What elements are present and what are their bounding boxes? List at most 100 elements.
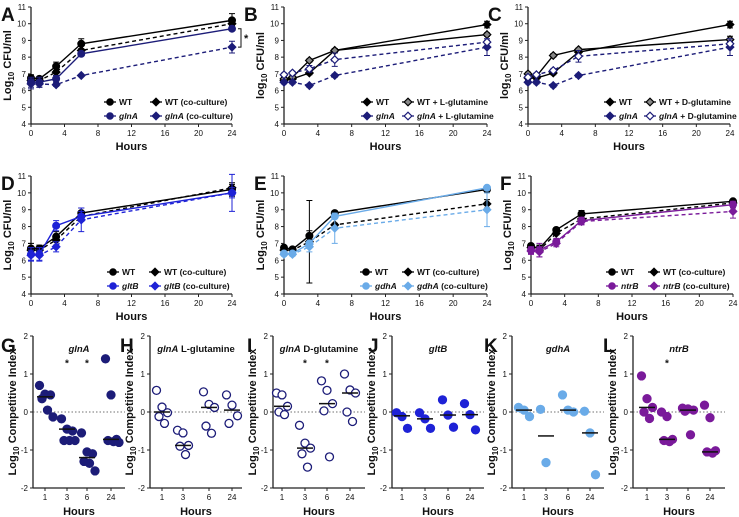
- y-axis-label-part: 10: [7, 71, 16, 80]
- data-point: [482, 37, 492, 47]
- legend-label-part: ntrB: [663, 281, 680, 291]
- legend-marker: [362, 268, 370, 276]
- y-tick-label: 9: [22, 36, 27, 45]
- data-point: [524, 411, 535, 422]
- y-tick-label: 1: [264, 370, 269, 379]
- legend-item: ntrB (co-culture): [648, 281, 730, 291]
- x-axis-label: Hours: [63, 506, 95, 517]
- y-axis-label-part: Log: [124, 455, 136, 475]
- y-tick-label: 8: [275, 53, 280, 62]
- data-point: [523, 72, 533, 82]
- y-tick-label: -2: [138, 484, 146, 493]
- y-tick-label: 1: [503, 370, 508, 379]
- x-axis-label: Hours: [303, 506, 335, 517]
- y-tick-label: 4: [519, 120, 524, 129]
- y-tick-label: 11: [515, 3, 524, 12]
- data-point: [76, 70, 86, 81]
- legend-label-part: WT: [164, 267, 178, 277]
- legend-label: WT: [621, 267, 635, 277]
- x-tick-label: 4: [562, 299, 567, 308]
- legend-label-part: (co-culture): [177, 267, 226, 277]
- legend-marker: [362, 111, 372, 121]
- x-tick-label: 24: [706, 493, 715, 502]
- data-point: [304, 80, 315, 91]
- data-point: [90, 466, 100, 476]
- data-point: [227, 188, 237, 198]
- panel-l: L -2 -1 0 1 2 1 3 * 6 24 Hours Log10 Competitive Ind…: [603, 332, 725, 517]
- data-point: [319, 406, 329, 416]
- legend-label: gltB (co-culture): [163, 281, 230, 291]
- legend-item: WT: [360, 267, 389, 277]
- y-axis-label-part: 10: [504, 73, 513, 82]
- y-tick-label: 11: [18, 3, 27, 12]
- y-tick-label: -1: [500, 446, 508, 455]
- panel-letter: K: [484, 336, 498, 357]
- data-point: [470, 425, 481, 435]
- legend-marker: [109, 282, 117, 290]
- data-point: [206, 428, 217, 438]
- legend-label-part: gltB: [163, 281, 181, 291]
- data-point: [227, 42, 237, 52]
- series-line: [31, 28, 233, 83]
- data-point: [342, 407, 352, 417]
- data-point: [316, 376, 327, 386]
- x-tick-label: 24: [228, 299, 237, 308]
- data-point: [34, 380, 45, 391]
- significance-star: *: [85, 359, 89, 370]
- x-axis-label: Hours: [370, 311, 402, 323]
- data-point: [437, 395, 448, 405]
- data-point: [304, 242, 315, 252]
- data-point: [579, 406, 590, 416]
- y-axis-label-part: Competitive Index: [124, 348, 136, 447]
- data-point: [51, 242, 61, 252]
- legend-label-part: (co-culture): [178, 97, 227, 107]
- x-tick-label: 24: [729, 299, 738, 308]
- x-axis-label: Hours: [422, 506, 454, 517]
- legend-item: WT (co-culture): [149, 267, 226, 277]
- y-tick-label: 10: [270, 20, 279, 29]
- data-point: [287, 68, 298, 78]
- data-point: [227, 400, 237, 410]
- x-tick-label: 24: [346, 493, 355, 502]
- y-axis-label-part: 10: [260, 73, 269, 82]
- data-point: [705, 413, 715, 423]
- legend-marker: [608, 282, 616, 290]
- y-tick-label: 8: [22, 53, 27, 62]
- data-point: [482, 19, 492, 30]
- significance-star: *: [303, 359, 307, 370]
- y-axis-label-part: Log: [502, 250, 514, 270]
- legend-label: ntrB (co-culture): [663, 281, 730, 291]
- y-tick-label: 1: [624, 370, 629, 379]
- legend-marker: [109, 268, 117, 276]
- legend-item: WT: [107, 267, 136, 277]
- panel-g: G -2 -1 0 1 2 1 3 * 6 * 24 Hours Log10 Competitive In…: [1, 332, 125, 517]
- legend-label-part: + L-glutamine: [436, 111, 494, 121]
- data-point: [330, 223, 340, 233]
- legend-label: gdhA: [374, 281, 397, 291]
- data-point: [76, 215, 86, 225]
- y-tick-label: 9: [522, 206, 527, 215]
- series-line: [283, 188, 488, 251]
- data-point: [707, 448, 718, 458]
- legend-label-part: + D-glutamine: [672, 97, 731, 107]
- x-tick-label: 16: [161, 299, 170, 308]
- legend-item: WT: [604, 97, 633, 107]
- series: [26, 173, 237, 261]
- y-axis-label-part: CFU/ml: [502, 200, 514, 242]
- x-tick-label: 20: [449, 129, 458, 138]
- y-axis-label-part: Log: [2, 250, 14, 270]
- y-tick-label: -2: [500, 484, 508, 493]
- legend-label: glnA (co-culture): [164, 111, 233, 121]
- legend-item: WT: [361, 97, 390, 107]
- panel-title: glnA: [67, 344, 89, 355]
- y-tick-label: -1: [380, 446, 388, 455]
- legend-label: WT + L-glutamine: [417, 97, 488, 107]
- y-axis-label: Log10 CFU/ml: [255, 200, 269, 271]
- legend-item: ntrB: [606, 281, 638, 291]
- x-tick-label: 20: [194, 299, 203, 308]
- x-tick-label: 8: [349, 129, 354, 138]
- y-axis-label-part: 10: [7, 241, 16, 250]
- data-point: [154, 411, 164, 422]
